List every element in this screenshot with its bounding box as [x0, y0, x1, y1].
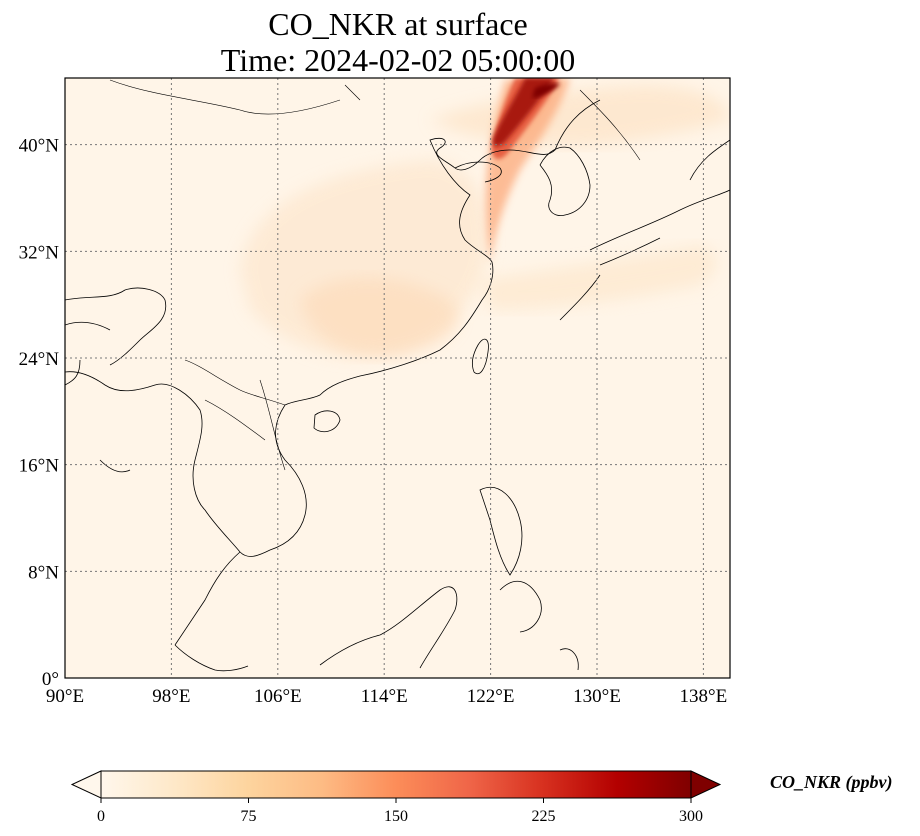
lat-tick-label: 32°N	[19, 242, 60, 263]
concentration-field	[65, 78, 730, 678]
colorbar: 0 75 150 225 300 CO_NKR (ppbv)	[70, 770, 893, 825]
lon-tick-label: 106°E	[254, 686, 302, 707]
lat-tick-label: 8°N	[28, 562, 59, 583]
longitude-ticks: 90°E 98°E 106°E 114°E 122°E 130°E 138°E	[46, 686, 727, 707]
lon-tick-label: 90°E	[46, 686, 84, 707]
lon-tick-label: 138°E	[680, 686, 728, 707]
lon-tick-label: 130°E	[573, 686, 621, 707]
map-subtitle: Time: 2024-02-02 05:00:00	[220, 42, 576, 78]
lat-tick-label: 40°N	[19, 136, 60, 157]
colorbar-tick-label: 300	[679, 808, 703, 825]
colorbar-tick-label: 225	[532, 808, 556, 825]
lon-tick-label: 122°E	[467, 686, 515, 707]
map-frame	[64, 77, 731, 679]
lon-tick-label: 114°E	[361, 686, 408, 707]
colorbar-tick-label: 150	[384, 808, 408, 825]
map-title: CO_NKR at surface	[268, 6, 528, 42]
lat-tick-label: 0°	[42, 669, 59, 690]
colorbar-extend-high	[690, 770, 722, 799]
lon-tick-label: 98°E	[152, 686, 190, 707]
lat-tick-label: 16°N	[19, 456, 60, 477]
colorbar-ticks: 0 75 150 225 300	[97, 798, 703, 825]
colorbar-extend-low	[70, 770, 102, 799]
gridlines	[65, 78, 730, 678]
colorbar-tick-label: 75	[241, 808, 257, 825]
colorbar-label: CO_NKR (ppbv)	[770, 772, 893, 793]
colorbar-tick-label: 0	[97, 808, 105, 825]
lat-tick-label: 24°N	[19, 349, 60, 370]
latitude-ticks: 0° 8°N 16°N 24°N 32°N 40°N	[19, 136, 60, 690]
